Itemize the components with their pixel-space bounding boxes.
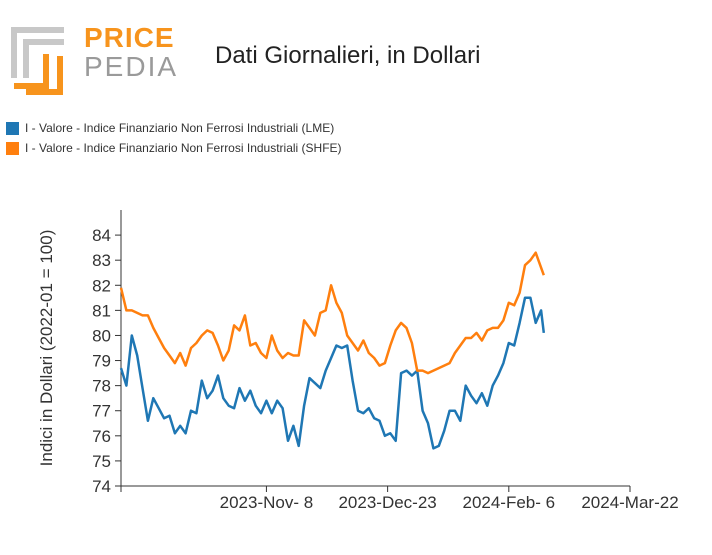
series-line-shfe (119, 251, 545, 375)
legend-label-shfe: I - Valore - Indice Finanziario Non Ferr… (25, 141, 342, 155)
y-tick-label: 80 (92, 326, 111, 345)
legend-item-shfe[interactable]: I - Valore - Indice Finanziario Non Ferr… (6, 138, 342, 158)
y-tick-label: 81 (92, 301, 111, 320)
pricepedia-logo: PRICE PEDIA (6, 20, 176, 95)
logo-mark-icon (11, 27, 64, 95)
legend: I - Valore - Indice Finanziario Non Ferr… (6, 118, 342, 158)
y-tick-label: 84 (92, 226, 111, 245)
series-line-lme (119, 296, 546, 450)
x-tick-label: 2024-Feb- 6 (462, 493, 555, 512)
x-tick-label: 2024-Mar-22 (581, 493, 678, 512)
y-axis-label: Indici in Dollari (2022-01 = 100) (37, 230, 56, 467)
legend-swatch-lme (6, 121, 19, 135)
logo-word-pedia: PEDIA (84, 51, 179, 82)
legend-swatch-shfe (6, 141, 19, 155)
y-tick-label: 77 (92, 402, 111, 421)
y-tick-label: 78 (92, 377, 111, 396)
y-tick-label: 75 (92, 452, 111, 471)
x-tick-label: 2023-Nov- 8 (220, 493, 314, 512)
y-tick-label: 76 (92, 427, 111, 446)
logo-word-price: PRICE (84, 22, 175, 53)
chart-title: Dati Giornalieri, in Dollari (215, 42, 481, 69)
legend-label-lme: I - Valore - Indice Finanziario Non Ferr… (25, 121, 335, 135)
legend-item-lme[interactable]: I - Valore - Indice Finanziario Non Ferr… (6, 118, 342, 138)
y-tick-label: 74 (92, 477, 111, 496)
x-tick-label: 2023-Dec-23 (338, 493, 436, 512)
y-tick-label: 82 (92, 276, 111, 295)
y-tick-label: 83 (92, 251, 111, 270)
y-tick-label: 79 (92, 352, 111, 371)
